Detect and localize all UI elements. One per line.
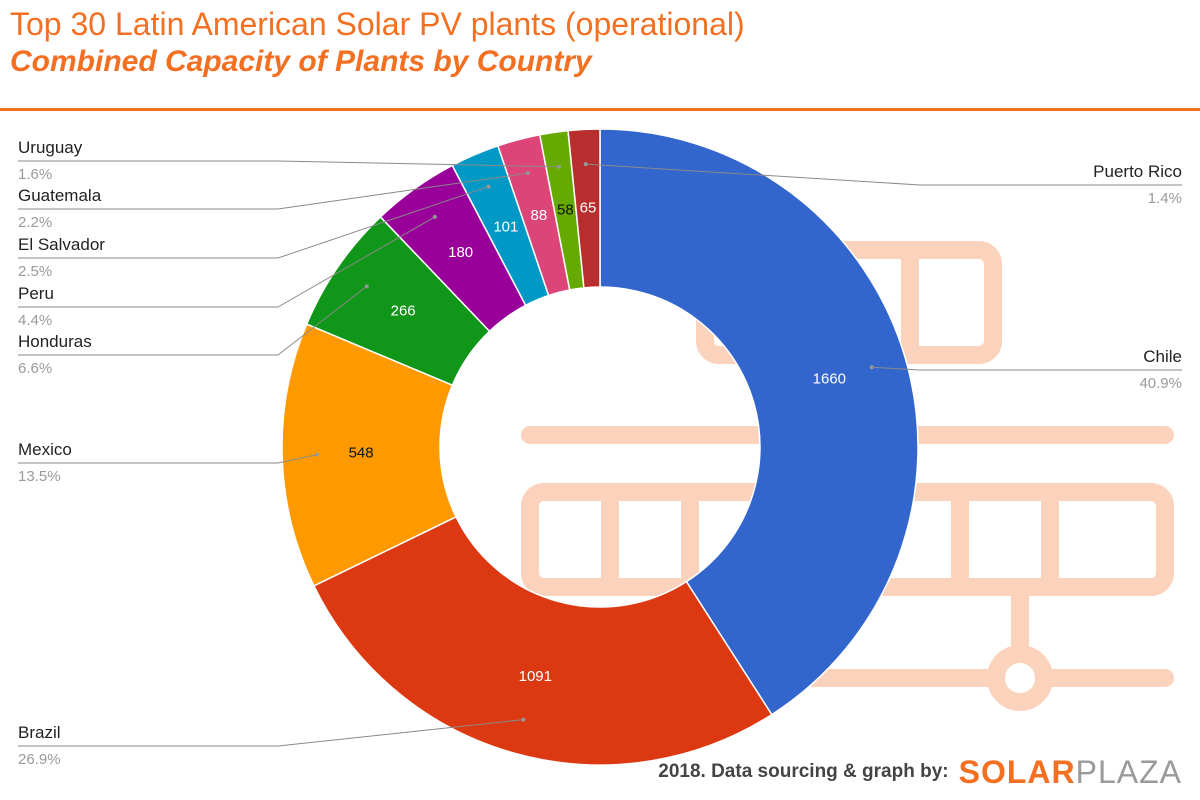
value-label-chile: 1660 bbox=[813, 371, 846, 388]
percent-label-guatemala: 2.2% bbox=[18, 214, 52, 231]
category-label-el-salvador: El Salvador bbox=[18, 235, 105, 254]
leader-line-el-salvador bbox=[18, 186, 489, 259]
slice-chile bbox=[599, 128, 919, 716]
header-divider bbox=[0, 108, 1200, 111]
logo-part-solar: SOLAR bbox=[958, 754, 1076, 790]
percent-label-chile: 40.9% bbox=[1139, 375, 1182, 392]
solarplaza-logo: SOLARPLAZA bbox=[959, 756, 1182, 788]
value-label-brazil: 1091 bbox=[519, 668, 552, 685]
category-label-puerto-rico: Puerto Rico bbox=[1093, 162, 1182, 181]
value-label-uruguay: 58 bbox=[557, 201, 574, 218]
leader-line-mexico bbox=[18, 454, 317, 464]
percent-label-el-salvador: 2.5% bbox=[18, 263, 52, 280]
category-label-uruguay: Uruguay bbox=[18, 138, 83, 157]
category-label-brazil: Brazil bbox=[18, 723, 61, 742]
chart-title: Top 30 Latin American Solar PV plants (o… bbox=[10, 6, 745, 42]
leader-line-puerto-rico bbox=[585, 163, 1182, 186]
leader-line-uruguay bbox=[18, 160, 559, 168]
percent-label-mexico: 13.5% bbox=[18, 468, 61, 485]
footer: 2018. Data sourcing & graph by: SOLARPLA… bbox=[658, 756, 1182, 788]
value-label-honduras: 266 bbox=[391, 302, 416, 319]
value-label-el-salvador: 101 bbox=[493, 218, 518, 235]
category-label-mexico: Mexico bbox=[18, 440, 72, 459]
slice-puerto-rico bbox=[567, 128, 601, 289]
leader-line-chile bbox=[871, 366, 1182, 371]
footer-credit: 2018. Data sourcing & graph by: bbox=[658, 761, 949, 782]
leader-line-brazil bbox=[18, 719, 524, 747]
chart-header: Top 30 Latin American Solar PV plants (o… bbox=[10, 6, 745, 82]
leader-line-honduras bbox=[18, 286, 367, 356]
value-label-puerto-rico: 65 bbox=[580, 199, 597, 216]
value-label-guatemala: 88 bbox=[531, 207, 548, 224]
percent-label-brazil: 26.9% bbox=[18, 751, 61, 768]
percent-label-puerto-rico: 1.4% bbox=[1148, 190, 1182, 207]
category-label-guatemala: Guatemala bbox=[18, 186, 102, 205]
leader-line-guatemala bbox=[18, 172, 528, 210]
value-label-peru: 180 bbox=[448, 244, 473, 261]
slice-brazil bbox=[312, 515, 773, 766]
category-label-peru: Peru bbox=[18, 284, 54, 303]
chart-subtitle: Combined Capacity of Plants by Country bbox=[10, 45, 592, 78]
leader-line-peru bbox=[18, 216, 436, 308]
category-label-honduras: Honduras bbox=[18, 332, 92, 351]
percent-label-honduras: 6.6% bbox=[18, 360, 52, 377]
percent-label-uruguay: 1.6% bbox=[18, 166, 52, 183]
category-label-chile: Chile bbox=[1143, 347, 1182, 366]
value-label-mexico: 548 bbox=[349, 445, 374, 462]
logo-part-plaza: PLAZA bbox=[1075, 754, 1182, 790]
percent-label-peru: 4.4% bbox=[18, 312, 52, 329]
